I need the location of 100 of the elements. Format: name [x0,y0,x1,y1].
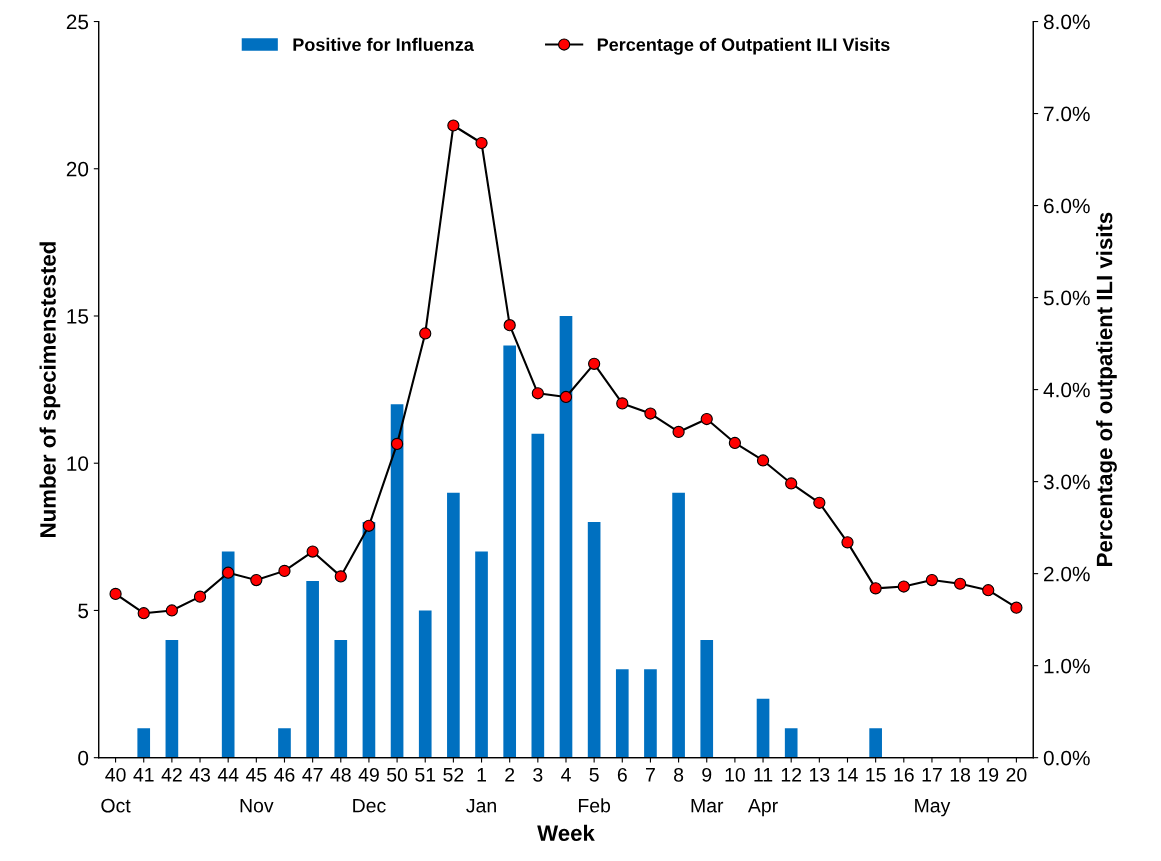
point [672,425,685,439]
bar [418,610,432,758]
x-tick-label: 5 Feb [578,768,611,813]
y2-tick-label: 4.0% [1043,382,1090,398]
point [813,496,826,509]
bar [362,522,376,758]
y2-tick-label: 3.0% [1043,474,1090,490]
x-tick-label: 43 [189,767,210,782]
point [559,390,573,404]
x-tick-label: 7 [646,768,655,782]
x-tick-label: 17 May [915,768,951,817]
x-tick-label: 44 [217,768,239,782]
point [953,577,967,590]
x-tick-label: 41 [133,768,154,782]
point [306,545,319,558]
point [785,477,798,490]
bar [390,404,404,758]
y2-tick-label: 8.0% [1043,14,1090,30]
point [250,573,263,587]
y-axis-title: Number of specimenstested [39,242,61,537]
bar [306,581,319,758]
bar [503,345,517,758]
x-tick-label: 8 [674,767,684,782]
y2-axis-title: Percentage of outpatient ILI visits [1096,212,1117,566]
x-tick-label: 15 [866,768,886,782]
x-tick-label: 46 [274,767,295,782]
x-tick-label: 52 [443,767,464,782]
point [728,436,742,450]
x-tick-label: 45 Nov [240,768,274,813]
bar [475,551,488,758]
x-tick-label: 11 Apr [747,768,778,817]
x-tick-label: 47 [302,768,323,782]
y-tick-label: 20 [66,161,89,177]
point [616,397,629,410]
x-tick-label: 51 [415,768,436,782]
x-tick-label: 48 [330,767,351,782]
point [897,580,910,593]
y-tick-label: 15 [67,309,89,324]
bar [615,669,629,758]
point [475,136,488,150]
legend-label: Positive for Influenza [293,37,474,52]
x-tick-label: 16 [894,767,914,782]
point [278,564,291,577]
x-tick-label: 14 [838,768,858,782]
bar [700,639,714,758]
x-tick-label: 18 [950,767,971,782]
x-tick-label: 40 Oct [101,767,131,813]
bar [334,639,348,758]
point [419,327,432,340]
point [700,412,713,426]
point [925,573,939,587]
x-tick-label: 6 [617,767,627,782]
y2-tick-label: 7.0% [1044,106,1090,122]
x-tick-label: 10 [725,767,745,782]
bar [531,433,545,758]
x-tick-label: 2 [505,767,515,782]
point [531,387,544,400]
x-tick-label: 49 Dec [353,767,386,813]
x-tick-label: 42 [161,767,182,782]
y-tick-label: 10 [67,456,89,471]
x-tick-label: 20 [1006,767,1027,782]
point [334,570,347,583]
bar [869,728,882,758]
x-tick-label: 50 [387,767,408,782]
y2-tick-label: 1.0% [1044,658,1090,674]
bar [644,669,657,758]
bar [756,698,770,758]
point [1010,601,1023,614]
point [447,119,460,132]
point [362,519,376,532]
point [841,536,854,549]
x-tick-label: 9 Mar [691,767,724,813]
point [193,590,207,603]
point [588,357,601,370]
x-tick-label: 13 [810,767,830,782]
bar [559,315,573,758]
x-tick-label: 4 [561,768,571,782]
x-tick-label: 1 Jan [466,768,496,813]
bar [587,522,601,758]
y2-tick-label: 0.0% [1043,750,1090,766]
y-tick-label: 5 [78,603,89,619]
bar [165,639,179,758]
point [503,319,516,332]
point [390,437,404,451]
point [222,566,235,579]
x-tick-label: 19 [978,767,999,782]
bar [447,492,460,758]
y2-tick-label: 6.0% [1044,198,1090,214]
bar [278,728,291,758]
y-tick-label: 25 [66,14,89,30]
point [165,604,178,617]
y-tick-label: 0 [78,750,89,766]
x-tick-label: 3 [533,767,543,782]
legend-label: Percentage of Outpatient ILI Visits [597,37,890,55]
point [109,587,122,600]
point [644,407,657,420]
point [982,584,995,597]
bar [137,728,151,758]
bar [672,492,685,758]
point [137,607,150,620]
